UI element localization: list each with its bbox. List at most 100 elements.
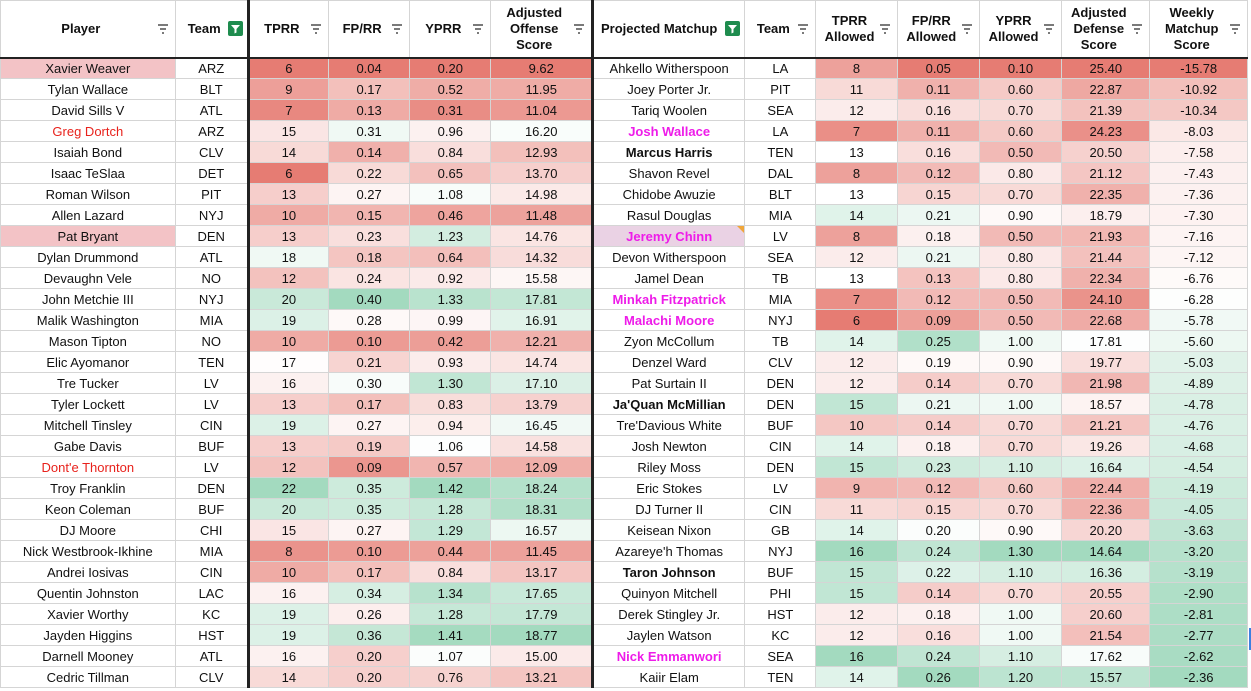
cell-yprr-allowed[interactable]: 0.70 bbox=[978, 183, 1063, 205]
cell-adj-offense[interactable]: 15.00 bbox=[490, 645, 593, 667]
cell-fprr-allowed[interactable]: 0.11 bbox=[896, 120, 980, 142]
cell-team2[interactable]: SEA bbox=[744, 99, 817, 121]
cell-team[interactable]: LAC bbox=[174, 582, 249, 604]
col-header-projected-matchup[interactable]: Projected Matchup bbox=[590, 0, 746, 59]
cell-adj-defense[interactable]: 20.55 bbox=[1061, 582, 1151, 604]
cell-yprr-allowed[interactable]: 0.50 bbox=[978, 288, 1063, 310]
filter-icon[interactable] bbox=[391, 23, 403, 35]
cell-player[interactable]: Xavier Weaver bbox=[0, 57, 176, 79]
cell-projected-matchup[interactable]: Nick Emmanwori bbox=[590, 645, 746, 667]
cell-adj-offense[interactable]: 14.98 bbox=[490, 183, 593, 205]
cell-adj-offense[interactable]: 14.58 bbox=[490, 435, 593, 457]
cell-player[interactable]: Mason Tipton bbox=[0, 330, 176, 352]
cell-yprr[interactable]: 1.30 bbox=[409, 372, 492, 394]
cell-team[interactable]: DET bbox=[174, 162, 249, 184]
cell-tprr-allowed[interactable]: 15 bbox=[815, 582, 898, 604]
cell-adj-defense[interactable]: 21.98 bbox=[1061, 372, 1151, 394]
cell-fprr[interactable]: 0.17 bbox=[327, 561, 411, 583]
cell-fprr-allowed[interactable]: 0.16 bbox=[896, 141, 980, 163]
filter-icon[interactable] bbox=[573, 23, 585, 35]
cell-adj-defense[interactable]: 20.20 bbox=[1061, 519, 1151, 541]
filter-icon[interactable] bbox=[961, 23, 973, 35]
cell-adj-offense[interactable]: 16.20 bbox=[490, 120, 593, 142]
cell-fprr[interactable]: 0.09 bbox=[327, 456, 411, 478]
cell-adj-offense[interactable]: 17.81 bbox=[490, 288, 593, 310]
cell-fprr[interactable]: 0.22 bbox=[327, 162, 411, 184]
cell-weekly-matchup[interactable]: -4.05 bbox=[1149, 498, 1248, 520]
cell-adj-offense[interactable]: 14.74 bbox=[490, 351, 593, 373]
cell-team[interactable]: CIN bbox=[174, 414, 249, 436]
cell-adj-offense[interactable]: 18.24 bbox=[490, 477, 593, 499]
cell-adj-offense[interactable]: 18.31 bbox=[490, 498, 593, 520]
cell-weekly-matchup[interactable]: -7.30 bbox=[1149, 204, 1248, 226]
cell-tprr-allowed[interactable]: 14 bbox=[815, 204, 898, 226]
cell-yprr[interactable]: 0.84 bbox=[409, 561, 492, 583]
cell-team[interactable]: NYJ bbox=[174, 204, 249, 226]
cell-tprr[interactable]: 19 bbox=[246, 603, 329, 625]
cell-tprr-allowed[interactable]: 10 bbox=[815, 414, 898, 436]
cell-fprr[interactable]: 0.20 bbox=[327, 645, 411, 667]
cell-team2[interactable]: LA bbox=[744, 120, 817, 142]
cell-adj-offense[interactable]: 16.45 bbox=[490, 414, 593, 436]
cell-fprr-allowed[interactable]: 0.12 bbox=[896, 162, 980, 184]
cell-adj-defense[interactable]: 24.10 bbox=[1061, 288, 1151, 310]
cell-player[interactable]: Jayden Higgins bbox=[0, 624, 176, 646]
cell-weekly-matchup[interactable]: -3.20 bbox=[1149, 540, 1248, 562]
cell-team[interactable]: ATL bbox=[174, 246, 249, 268]
cell-team[interactable]: CIN bbox=[174, 561, 249, 583]
filter-icon[interactable] bbox=[879, 23, 891, 35]
cell-player[interactable]: Pat Bryant bbox=[0, 225, 176, 247]
cell-player[interactable]: Darnell Mooney bbox=[0, 645, 176, 667]
cell-adj-offense[interactable]: 12.09 bbox=[490, 456, 593, 478]
cell-team[interactable]: LV bbox=[174, 372, 249, 394]
cell-tprr[interactable]: 20 bbox=[246, 288, 329, 310]
cell-player[interactable]: Roman Wilson bbox=[0, 183, 176, 205]
cell-player[interactable]: Troy Franklin bbox=[0, 477, 176, 499]
cell-yprr[interactable]: 0.94 bbox=[409, 414, 492, 436]
cell-fprr-allowed[interactable]: 0.14 bbox=[896, 582, 980, 604]
cell-projected-matchup[interactable]: Rasul Douglas bbox=[590, 204, 746, 226]
cell-tprr[interactable]: 16 bbox=[246, 582, 329, 604]
cell-fprr[interactable]: 0.17 bbox=[327, 393, 411, 415]
cell-yprr[interactable]: 0.76 bbox=[409, 666, 492, 688]
cell-team2[interactable]: BUF bbox=[744, 414, 817, 436]
cell-adj-offense[interactable]: 9.62 bbox=[490, 57, 593, 79]
cell-fprr[interactable]: 0.34 bbox=[327, 582, 411, 604]
cell-team2[interactable]: SEA bbox=[744, 645, 817, 667]
cell-tprr[interactable]: 13 bbox=[246, 183, 329, 205]
cell-adj-defense[interactable]: 16.64 bbox=[1061, 456, 1151, 478]
cell-tprr-allowed[interactable]: 14 bbox=[815, 330, 898, 352]
cell-team2[interactable]: LA bbox=[744, 57, 817, 79]
cell-fprr[interactable]: 0.21 bbox=[327, 351, 411, 373]
active-filter-icon[interactable] bbox=[725, 20, 741, 36]
col-header-yprr-allowed[interactable]: YPRR Allowed bbox=[978, 0, 1063, 59]
cell-adj-offense[interactable]: 16.91 bbox=[490, 309, 593, 331]
cell-adj-defense[interactable]: 24.23 bbox=[1061, 120, 1151, 142]
cell-tprr-allowed[interactable]: 14 bbox=[815, 666, 898, 688]
cell-tprr[interactable]: 13 bbox=[246, 393, 329, 415]
cell-adj-defense[interactable]: 19.77 bbox=[1061, 351, 1151, 373]
cell-adj-defense[interactable]: 21.12 bbox=[1061, 162, 1151, 184]
cell-team2[interactable]: NYJ bbox=[744, 540, 817, 562]
cell-tprr[interactable]: 8 bbox=[246, 540, 329, 562]
cell-adj-defense[interactable]: 22.44 bbox=[1061, 477, 1151, 499]
cell-team2[interactable]: LV bbox=[744, 225, 817, 247]
cell-fprr-allowed[interactable]: 0.12 bbox=[896, 477, 980, 499]
cell-adj-offense[interactable]: 14.76 bbox=[490, 225, 593, 247]
cell-yprr[interactable]: 1.08 bbox=[409, 183, 492, 205]
cell-adj-defense[interactable]: 18.57 bbox=[1061, 393, 1151, 415]
cell-team2[interactable]: TB bbox=[744, 267, 817, 289]
cell-tprr-allowed[interactable]: 15 bbox=[815, 456, 898, 478]
cell-player[interactable]: Tylan Wallace bbox=[0, 78, 176, 100]
cell-player[interactable]: Xavier Worthy bbox=[0, 603, 176, 625]
col-header-tprr-allowed[interactable]: TPRR Allowed bbox=[815, 0, 898, 59]
cell-weekly-matchup[interactable]: -2.62 bbox=[1149, 645, 1248, 667]
cell-tprr-allowed[interactable]: 9 bbox=[815, 477, 898, 499]
cell-team[interactable]: BUF bbox=[174, 498, 249, 520]
cell-yprr-allowed[interactable]: 1.00 bbox=[978, 393, 1063, 415]
cell-player[interactable]: Tyler Lockett bbox=[0, 393, 176, 415]
cell-team[interactable]: ATL bbox=[174, 645, 249, 667]
cell-team[interactable]: NO bbox=[174, 330, 249, 352]
cell-weekly-matchup[interactable]: -4.76 bbox=[1149, 414, 1248, 436]
cell-weekly-matchup[interactable]: -2.36 bbox=[1149, 666, 1248, 688]
